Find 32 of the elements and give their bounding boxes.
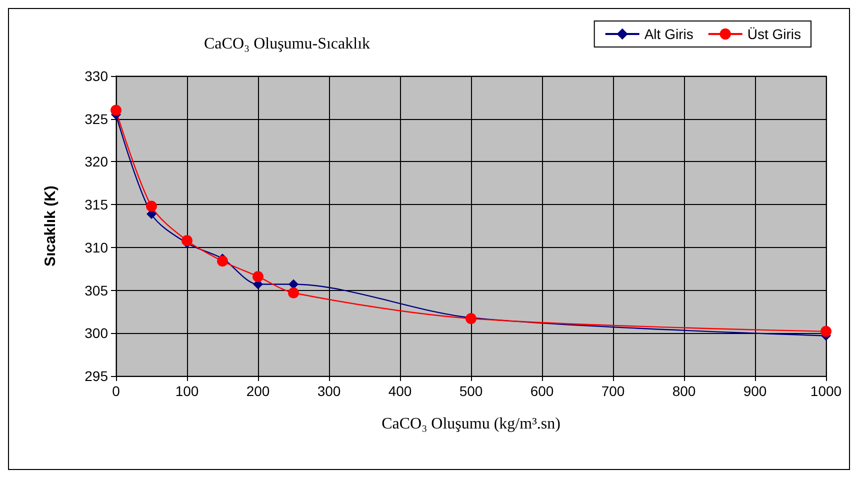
x-tick-label: 500 xyxy=(459,383,483,399)
y-tick-label: 330 xyxy=(84,68,108,84)
x-tick-label: 900 xyxy=(743,383,767,399)
legend-label: Alt Giris xyxy=(644,26,694,42)
y-tick-label: 315 xyxy=(84,196,108,213)
y-tick-label: 310 xyxy=(84,239,108,256)
x-tick-label: 300 xyxy=(317,383,341,399)
point xyxy=(110,104,122,116)
x-tick-label: 0 xyxy=(112,383,120,399)
x-tick-label: 700 xyxy=(601,383,625,399)
x-tick-label: 100 xyxy=(175,383,199,399)
point xyxy=(146,200,157,212)
y-tick-label: 295 xyxy=(84,368,108,384)
x-tick-label: 800 xyxy=(672,383,696,399)
y-tick-label: 305 xyxy=(84,282,108,298)
legend-label: Üst Giris xyxy=(747,26,802,42)
x-tick-label: 400 xyxy=(388,383,412,399)
y-axis-title: Sıcaklık (K) xyxy=(42,186,59,266)
point xyxy=(217,256,228,267)
point xyxy=(288,279,298,290)
x-tick-label: 1000 xyxy=(810,383,842,399)
y-tick-label: 325 xyxy=(84,110,108,127)
point xyxy=(820,326,832,337)
chart-title: CaCO₃ Oluşumu-Sıcaklık xyxy=(204,36,370,52)
point xyxy=(252,271,264,282)
x-axis-title: CaCO₃ Oluşumu (kg/m³.sn) xyxy=(382,416,560,432)
point xyxy=(288,287,299,298)
y-tick-label: 300 xyxy=(84,325,108,342)
point xyxy=(182,235,192,246)
x-tick-label: 600 xyxy=(530,383,554,399)
y-tick-label: 320 xyxy=(84,154,108,170)
x-tick-label: 200 xyxy=(246,383,270,399)
